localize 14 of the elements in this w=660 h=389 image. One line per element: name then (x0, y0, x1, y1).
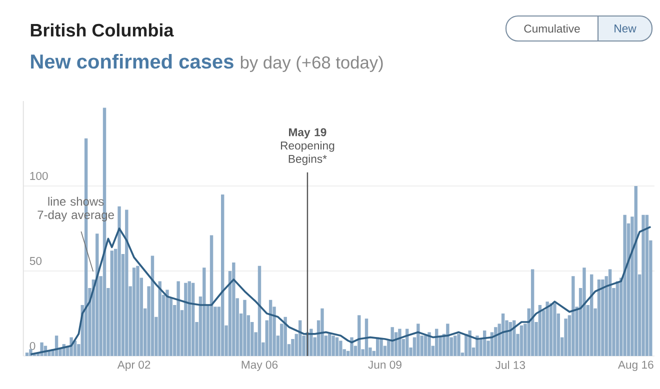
y-tick-label: 50 (30, 256, 42, 265)
text: by day (+68 today) (240, 56, 383, 72)
x-tick-label: Aug 16 (618, 360, 654, 371)
chart-title: British Columbia (30, 23, 174, 37)
x-tick-label: Jul 13 (495, 360, 526, 370)
ref-line-label: May 19 Reopening Begins* (280, 128, 334, 166)
chart-subtitle: New confirmed cases (31, 54, 234, 69)
x-tick-label: Apr 02 (117, 360, 150, 371)
x-tick-label: May 06 (242, 360, 278, 371)
x-tick-label: Jun 09 (368, 360, 402, 369)
y-tick-label: 0 (30, 342, 36, 350)
y-tick-label: 100 (30, 172, 48, 180)
text: New (614, 24, 636, 32)
text: Cumulative (524, 24, 580, 33)
